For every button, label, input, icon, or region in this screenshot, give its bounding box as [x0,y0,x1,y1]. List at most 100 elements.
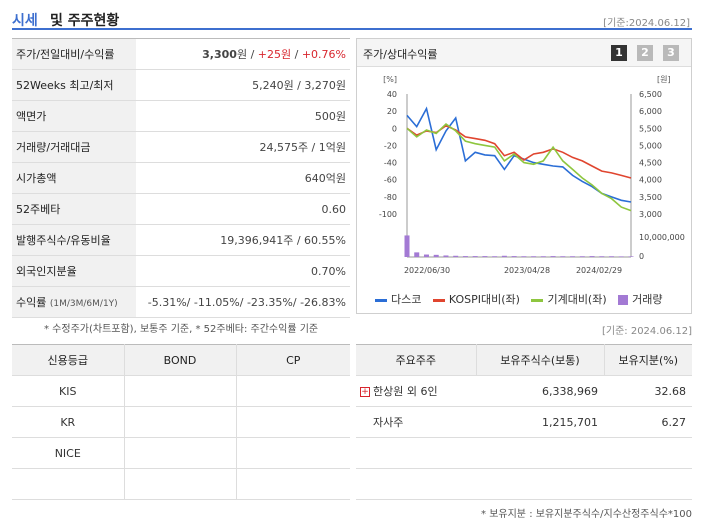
series-line [406,124,632,179]
info-row-returns: 수익률 (1M/3M/6M/1Y) -5.31%/ -11.05%/ -23.3… [12,286,350,318]
y-right-tick-label: 4,500 [639,159,662,168]
value-separator: / [291,48,302,61]
left-axis-unit: [%] [383,75,397,84]
legend-swatch [375,298,387,302]
chart-page-2-button[interactable]: 2 [637,45,653,61]
info-label: 액면가 [12,100,136,132]
info-value: 0.60 [136,193,350,225]
section-title: 및 주주현황 [50,13,120,29]
legend-item[interactable]: 다스코 [375,291,421,307]
info-value: 0.70% [136,255,350,287]
base-date: [기준:2024.06.12] [603,18,690,29]
x-tick-label: 2024/02/29 [576,266,622,275]
credit-cp [236,375,350,407]
volume-bar [579,256,585,257]
credit-agency: KIS [12,375,125,407]
legend-item[interactable]: 기계대비(좌) [531,291,607,307]
info-label: 발행주식수/유동비율 [12,224,136,256]
info-row: 외국인지분율 0.70% [12,255,350,287]
table-row: KIS [12,375,350,407]
info-value: 640억원 [136,162,350,194]
table-row: + 한상원 외 6인 6,338,969 32.68 [356,375,692,407]
y-left-tick-label: -20 [384,141,397,150]
credit-agency: NICE [12,437,125,469]
info-label: 거래량/거래대금 [12,131,136,163]
volume-tick-label: 10,000,000 [639,233,685,242]
info-row: 52주베타 0.60 [12,193,350,225]
credit-bond [124,375,237,407]
chart-page-1-button[interactable]: 1 [611,45,627,61]
right-axis-unit: [원] [657,75,671,84]
volume-bar [433,254,439,257]
legend-item[interactable]: KOSPI대비(좌) [432,291,520,307]
holder-name-label: 한상원 외 6인 [373,385,438,398]
credit-bond [124,468,237,500]
credit-agency: KR [12,406,125,438]
relative-return-chart: [%] [원] 40 20 0 -20 -40 -60 -80 -100 6,500 6,000 5,5… [379,75,685,275]
info-label: 외국인지분율 [12,255,136,287]
info-label: 주가/전일대비/수익률 [12,38,136,70]
table-row: NICE [12,437,350,469]
y-right-tick-label: 5,500 [639,124,662,133]
holders-footnote: * 보유지분 : 보유지분주식수/지수산정주식수*100 [481,509,692,520]
volume-bar [628,256,634,257]
expand-icon[interactable]: + [360,387,370,397]
legend-swatch [618,295,629,305]
holder-shares: 1,215,701 [476,406,604,438]
y-left-tick-label: -40 [384,159,397,168]
y-right-tick-label: 6,000 [639,107,662,116]
section-header: 시세 및 주주현황 [기준:2024.06.12] [12,6,692,30]
y-left-tick-label: -100 [379,210,397,219]
x-tick-label: 2022/06/30 [404,266,450,275]
info-label: 52Weeks 최고/최저 [12,69,136,101]
legend-item[interactable]: 거래량 [618,291,663,307]
chart-header: 주가/상대수익률 1 2 3 [357,39,691,67]
volume-bar [462,256,468,257]
holder-shares: 6,338,969 [476,375,604,407]
chart-page-3-button[interactable]: 3 [663,45,679,61]
table-row [356,437,692,469]
credit-header: BOND [124,344,237,376]
price-info-table: 주가/전일대비/수익률 3,300원 / +25원 / +0.76% 52Wee… [12,38,350,318]
holder-shares [476,468,604,500]
info-label: 52주베타 [12,193,136,225]
volume-bar [531,256,537,257]
legend-swatch [531,298,544,302]
holder-header: 보유주식수(보통) [476,344,605,376]
info-row: 52Weeks 최고/최저 5,240원 / 3,270원 [12,69,350,101]
credit-rating-table: 신용등급 BOND CP KIS KR NICE [12,344,350,500]
holder-name [356,437,476,469]
credit-bond [124,437,237,469]
credit-header: 신용등급 [12,344,125,376]
info-value: 500원 [136,100,350,132]
holder-pct [604,468,692,500]
chart-legend: 다스코 KOSPI대비(좌) 기계대비(좌) 거래량 [375,291,671,307]
volume-bar [560,256,566,257]
legend-label: 기계대비(좌) [547,293,607,306]
price-rate: +0.76% [301,48,346,61]
holder-pct [604,437,692,469]
volume-bar [472,256,478,257]
info-row: 액면가 500원 [12,100,350,132]
y-right-tick-label: 3,000 [639,210,662,219]
table-row [356,468,692,500]
x-tick-label: 2023/04/28 [504,266,550,275]
volume-bar [453,255,459,257]
table-row: KR [12,406,350,438]
y-left-tick-label: 40 [387,90,397,99]
volume-tick-label: 0 [639,252,644,261]
y-right-tick-label: 3,500 [639,193,662,202]
section-title-accent: 시세 [12,13,38,29]
volume-bar [618,256,624,257]
returns-label: 수익률 [16,296,47,309]
series-line [406,122,632,212]
holder-pct: 32.68 [604,375,692,407]
volume-bar [423,254,429,257]
holder-header: 주요주주 [356,344,477,376]
info-label: 수익률 (1M/3M/6M/1Y) [12,286,136,318]
y-left-tick-label: -60 [384,176,397,185]
current-price: 3,300 [202,48,237,61]
info-value: 5,240원 / 3,270원 [136,69,350,101]
volume-bar [404,235,410,257]
major-shareholders-table: 주요주주 보유주식수(보통) 보유지분(%) + 한상원 외 6인 6,338,9… [356,344,692,500]
